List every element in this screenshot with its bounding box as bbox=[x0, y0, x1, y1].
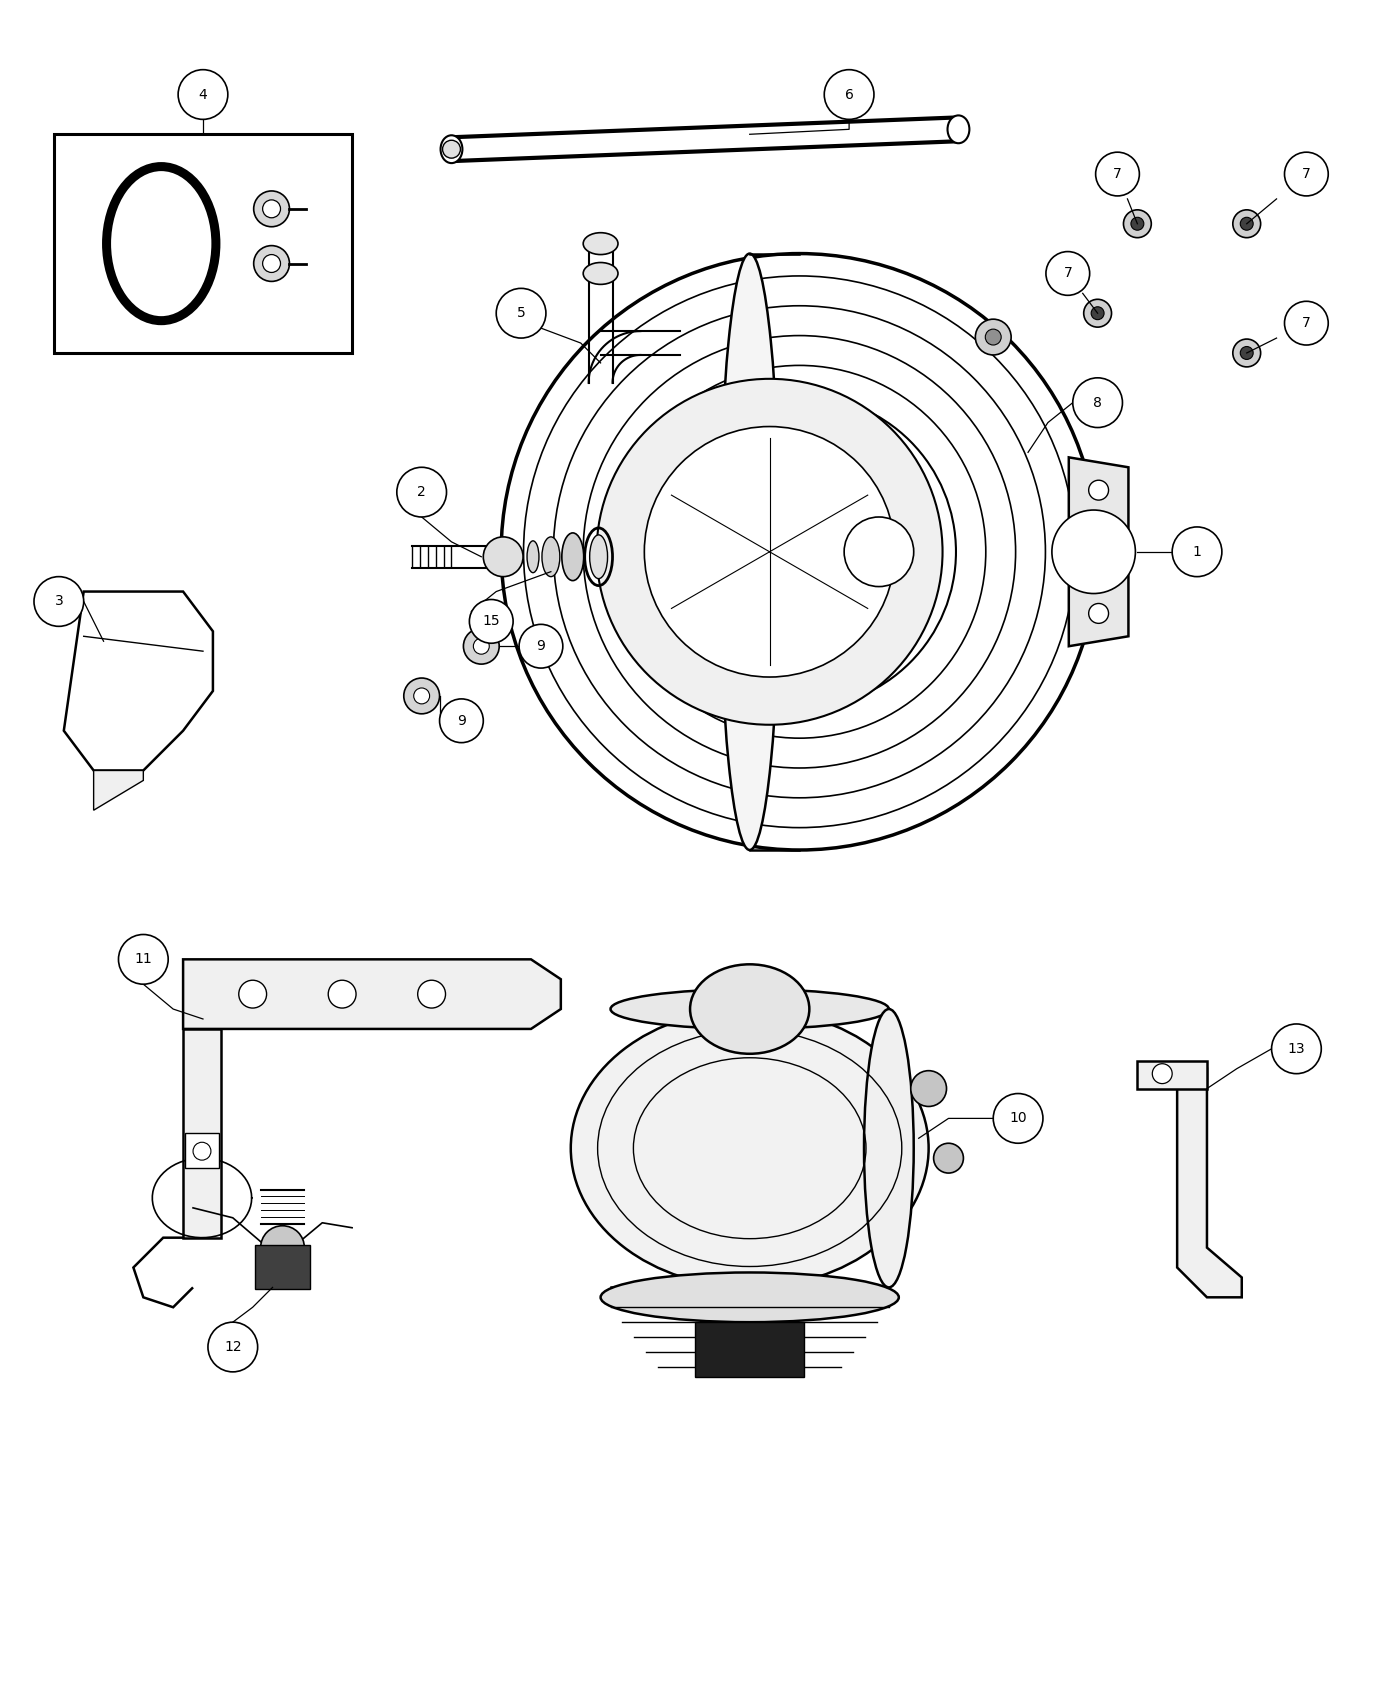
Text: 13: 13 bbox=[1288, 1042, 1305, 1056]
Circle shape bbox=[1046, 252, 1089, 296]
Circle shape bbox=[403, 678, 440, 714]
Circle shape bbox=[473, 638, 489, 654]
Circle shape bbox=[596, 379, 942, 724]
Circle shape bbox=[1172, 527, 1222, 576]
Text: 9: 9 bbox=[456, 714, 466, 728]
Circle shape bbox=[417, 981, 445, 1008]
Polygon shape bbox=[94, 770, 143, 811]
Circle shape bbox=[1123, 209, 1151, 238]
Circle shape bbox=[1233, 209, 1260, 238]
Circle shape bbox=[1091, 306, 1105, 320]
Circle shape bbox=[178, 70, 228, 119]
Ellipse shape bbox=[542, 537, 560, 576]
Ellipse shape bbox=[584, 262, 617, 284]
Ellipse shape bbox=[441, 136, 462, 163]
Ellipse shape bbox=[561, 532, 584, 581]
Text: 2: 2 bbox=[417, 484, 426, 500]
Circle shape bbox=[1131, 218, 1144, 230]
Polygon shape bbox=[1068, 457, 1128, 646]
Circle shape bbox=[519, 624, 563, 668]
Circle shape bbox=[1051, 510, 1135, 593]
Circle shape bbox=[1089, 604, 1109, 624]
Ellipse shape bbox=[584, 233, 617, 255]
Ellipse shape bbox=[589, 536, 608, 578]
Text: 11: 11 bbox=[134, 952, 153, 966]
Text: 7: 7 bbox=[1302, 167, 1310, 180]
Bar bbox=[185, 1134, 218, 1168]
Circle shape bbox=[1084, 299, 1112, 326]
Text: 15: 15 bbox=[483, 614, 500, 629]
Circle shape bbox=[986, 330, 1001, 345]
Polygon shape bbox=[64, 592, 213, 770]
Text: 9: 9 bbox=[536, 639, 546, 653]
Circle shape bbox=[260, 1226, 304, 1270]
Text: 7: 7 bbox=[1064, 267, 1072, 280]
Circle shape bbox=[209, 1323, 258, 1372]
Text: 8: 8 bbox=[1093, 396, 1102, 410]
Ellipse shape bbox=[526, 541, 539, 573]
Circle shape bbox=[1096, 153, 1140, 196]
Circle shape bbox=[396, 468, 447, 517]
Circle shape bbox=[911, 1071, 946, 1107]
Ellipse shape bbox=[115, 175, 207, 311]
Polygon shape bbox=[1177, 1069, 1242, 1297]
Circle shape bbox=[825, 70, 874, 119]
Circle shape bbox=[469, 600, 514, 643]
Polygon shape bbox=[183, 959, 561, 1028]
Circle shape bbox=[239, 981, 266, 1008]
Circle shape bbox=[253, 245, 290, 282]
Circle shape bbox=[193, 1142, 211, 1159]
Circle shape bbox=[1271, 1023, 1322, 1074]
Text: 5: 5 bbox=[517, 306, 525, 320]
Ellipse shape bbox=[948, 116, 969, 143]
Ellipse shape bbox=[844, 517, 914, 586]
Circle shape bbox=[1284, 301, 1329, 345]
Circle shape bbox=[414, 688, 430, 704]
Circle shape bbox=[1240, 218, 1253, 230]
Text: 7: 7 bbox=[1302, 316, 1310, 330]
Bar bbox=[183, 1028, 221, 1238]
Text: 1: 1 bbox=[1193, 544, 1201, 559]
Ellipse shape bbox=[610, 989, 889, 1028]
Text: 6: 6 bbox=[844, 87, 854, 102]
Circle shape bbox=[253, 190, 290, 226]
Ellipse shape bbox=[720, 253, 780, 850]
Bar bbox=[1137, 1061, 1207, 1088]
Bar bbox=[255, 1244, 311, 1289]
Ellipse shape bbox=[864, 1010, 914, 1287]
Text: 4: 4 bbox=[199, 87, 207, 102]
Circle shape bbox=[463, 629, 500, 665]
Circle shape bbox=[34, 576, 84, 626]
Circle shape bbox=[1152, 1064, 1172, 1083]
Circle shape bbox=[1284, 153, 1329, 196]
Circle shape bbox=[263, 255, 280, 272]
Circle shape bbox=[976, 320, 1011, 355]
Circle shape bbox=[644, 427, 895, 677]
Circle shape bbox=[993, 1093, 1043, 1142]
Bar bbox=[694, 1323, 805, 1377]
Ellipse shape bbox=[690, 964, 809, 1054]
Circle shape bbox=[1072, 377, 1123, 427]
Text: 7: 7 bbox=[1113, 167, 1121, 180]
Bar bbox=[53, 134, 351, 354]
Text: 12: 12 bbox=[224, 1340, 242, 1353]
Text: 3: 3 bbox=[55, 595, 63, 609]
Circle shape bbox=[263, 201, 280, 218]
Ellipse shape bbox=[571, 1010, 928, 1287]
Circle shape bbox=[442, 141, 461, 158]
Circle shape bbox=[483, 537, 524, 576]
Circle shape bbox=[1240, 347, 1253, 359]
Circle shape bbox=[496, 289, 546, 338]
Text: 10: 10 bbox=[1009, 1112, 1028, 1125]
Circle shape bbox=[1089, 479, 1109, 500]
Circle shape bbox=[1233, 338, 1260, 367]
Circle shape bbox=[328, 981, 356, 1008]
Ellipse shape bbox=[601, 1273, 899, 1323]
Circle shape bbox=[934, 1142, 963, 1173]
Circle shape bbox=[119, 935, 168, 984]
Circle shape bbox=[440, 699, 483, 743]
